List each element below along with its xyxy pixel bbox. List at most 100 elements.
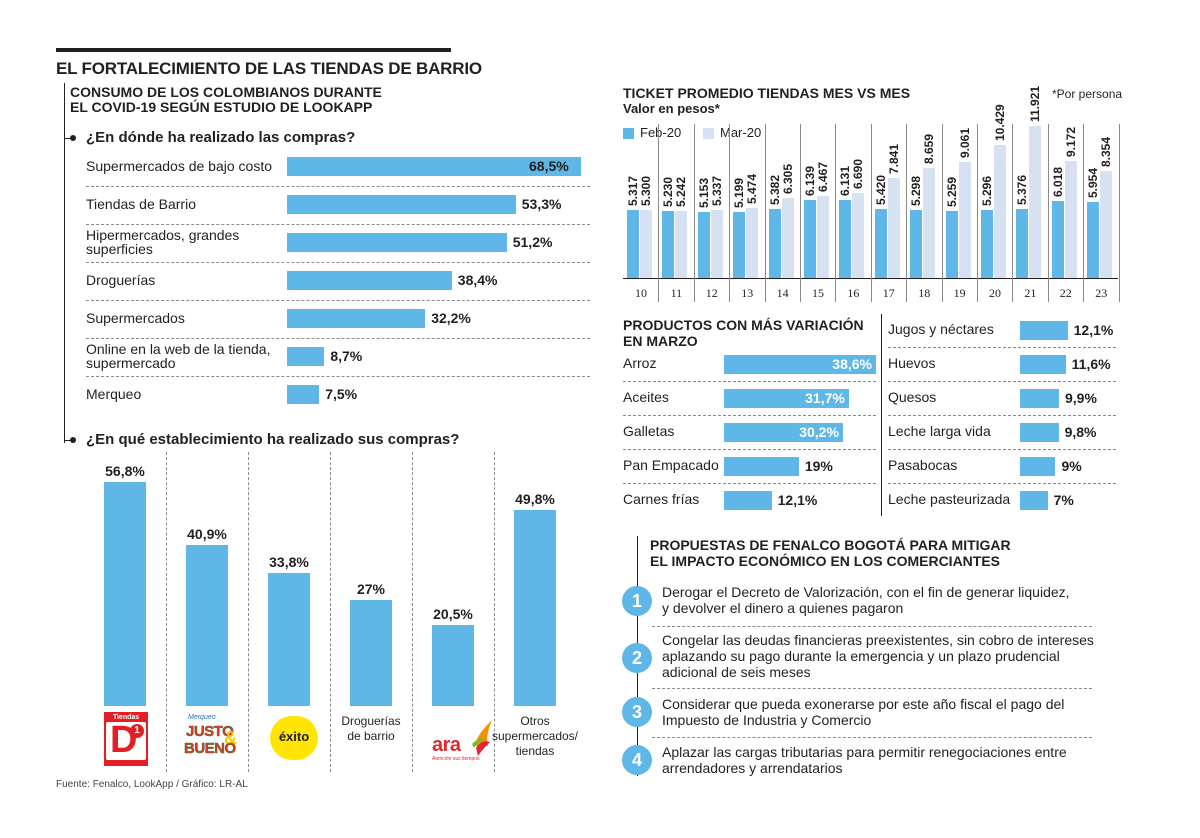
productos-bar — [724, 457, 799, 476]
justo-logo-line1: JUSTO — [186, 723, 234, 741]
productos-row-divider — [888, 415, 1116, 416]
productos-category-label: Leche larga vida — [888, 423, 991, 439]
ticket-day-label: 12 — [705, 286, 718, 300]
ticket-slot-divider — [800, 124, 801, 302]
q2-bar — [268, 572, 310, 706]
propuesta-2-line1: Congelar las deudas financieras preexist… — [662, 632, 1094, 648]
ticket-bar-feb — [945, 210, 958, 278]
ticket-bar-feb — [804, 199, 816, 278]
justo-logo-line2: BUENO — [184, 740, 237, 758]
productos-title-line1: PRODUCTOS CON MÁS VARIACIÓN — [623, 317, 864, 333]
q1-category-label: Online en la web de la tienda, supermerca… — [86, 342, 270, 370]
productos-bar-value: 11,6% — [1071, 356, 1111, 372]
legend-mar-swatch — [703, 128, 714, 139]
q1-category-line: Supermercados — [86, 310, 185, 326]
ticket-day-label: 13 — [741, 286, 754, 300]
q1-row-divider — [86, 224, 590, 225]
propuesta-1-text: Derogar el Decreto de Valorización, con … — [662, 584, 1102, 616]
ticket-bar-mar — [923, 167, 936, 278]
propuesta-3-number: 3 — [622, 697, 652, 727]
q2-bar-value: 56,8% — [105, 463, 145, 479]
justo-bueno-logo: Merqueo JUSTO & BUENO — [178, 714, 242, 762]
productos-category-label: Quesos — [888, 389, 937, 405]
q1-category-line: Hipermercados, grandes — [86, 227, 240, 243]
q2-bar — [104, 482, 146, 706]
subtitle: CONSUMO DE LOS COLOMBIANOS DURANTE EL CO… — [70, 85, 382, 115]
propuesta-2-number: 2 — [622, 643, 652, 673]
ticket-bar-feb — [627, 210, 639, 278]
ticket-bar-feb — [1016, 209, 1029, 278]
productos-chart: Arroz 38,6% Aceites 31,7% Galletas 30,2% Pan E… — [623, 314, 1116, 516]
ticket-right-edge — [1118, 124, 1120, 302]
productos-category-label: Carnes frías — [623, 491, 700, 507]
q1-bar-value: 68,5% — [529, 158, 569, 174]
q2-category-line: de barrio — [347, 729, 395, 743]
productos-bar — [1020, 423, 1059, 442]
ticket-bar-feb — [874, 208, 887, 278]
q2-bar-value: 20,5% — [433, 606, 473, 623]
ticket-bar-mar — [640, 210, 652, 278]
q2-category-line: supermercados/ — [491, 729, 579, 743]
legend-mar-label: Mar-20 — [720, 125, 762, 140]
productos-bar — [1020, 389, 1059, 408]
q1-row-divider — [86, 262, 590, 263]
productos-divider — [881, 314, 882, 516]
q1-category-label: Supermercados de bajo costo — [86, 159, 272, 173]
productos-bar — [1020, 321, 1068, 340]
justo-logo-small: Merqueo — [188, 714, 216, 721]
ara-logo-text: ara — [432, 734, 461, 756]
productos-category-label: Huevos — [888, 355, 936, 371]
productos-bar-value: 12,1% — [1073, 322, 1114, 338]
ticket-slot-divider — [870, 124, 872, 302]
q1-bar — [287, 233, 507, 252]
ticket-bar-mar — [1100, 171, 1113, 278]
q2-category-label: Otros supermercados/tiendas — [490, 714, 580, 759]
q1-category-label: Merqueo — [86, 387, 141, 401]
q2-bar-value: 33,8% — [269, 553, 309, 570]
q1-bar-value: 7,5% — [325, 386, 358, 402]
q1-row-divider — [86, 300, 590, 301]
q2-bar-value: 27% — [356, 580, 386, 597]
exito-logo: éxito — [270, 716, 318, 760]
q1-category-line: Droguerías — [86, 272, 156, 288]
q1-category-line: Supermercados de bajo costo — [86, 158, 272, 174]
q1-bar-value: 51,2% — [512, 234, 553, 250]
ticket-day-label: 11 — [670, 286, 683, 300]
ticket-slot-divider — [1083, 124, 1085, 302]
propuestas-title: PROPUESTAS DE FENALCO BOGOTÁ PARA MITIGA… — [650, 537, 1011, 569]
ticket-day-label: 22 — [1059, 286, 1072, 300]
ticket-bar-mar — [675, 211, 688, 278]
ticket-bar-feb — [697, 212, 710, 278]
ticket-day-label: 17 — [882, 286, 895, 300]
productos-category-label: Aceites — [623, 389, 669, 405]
ticket-day-label: 19 — [953, 286, 966, 300]
productos-bar-value: 31,7% — [805, 390, 845, 406]
q2-bar-value: 49,8% — [515, 490, 555, 507]
propuesta-3-line1: Considerar que pueda exonerarse por este… — [662, 696, 1065, 712]
propuesta-1-line1: Derogar el Decreto de Valorización, con … — [662, 584, 1070, 600]
q1-chart: Supermercados de bajo costo 68,5% Tiendas … — [0, 0, 600, 420]
q1-bar-value: 8,7% — [330, 348, 363, 364]
ticket-day-label: 10 — [635, 286, 647, 300]
q1-connector — [64, 138, 72, 139]
q1-bar — [287, 347, 325, 366]
ticket-day-label: 20 — [989, 286, 1001, 300]
q2-bar — [350, 599, 392, 706]
productos-category-label: Leche pasteurizada — [888, 491, 1011, 507]
ticket-bar-mar — [1064, 161, 1077, 278]
productos-bar-value: 30,2% — [799, 424, 839, 440]
ticket-day-label: 14 — [776, 286, 789, 300]
ticket-bar-feb — [662, 211, 675, 278]
ticket-day-label: 16 — [847, 286, 860, 300]
ara-bird-icon — [472, 720, 492, 756]
productos-bar-value: 19% — [804, 458, 833, 474]
productos-row-divider — [888, 381, 1116, 382]
ticket-bar-mar — [710, 209, 723, 278]
propuestas-title-line1: PROPUESTAS DE FENALCO BOGOTÁ PARA MITIGA… — [650, 537, 1011, 553]
ticket-chart: 5.317 5.300 10 5.230 5.242 11 5.153 5.337 12 5.19… — [0, 0, 1200, 320]
ara-logo-tag: Atención sus tiempos — [432, 756, 480, 762]
ticket-subtitle: Valor en pesos* — [623, 101, 720, 116]
propuesta-4-line2: arrendadores y arrendatarios — [662, 760, 843, 776]
productos-row-divider — [623, 415, 876, 416]
productos-bar — [1020, 457, 1056, 476]
